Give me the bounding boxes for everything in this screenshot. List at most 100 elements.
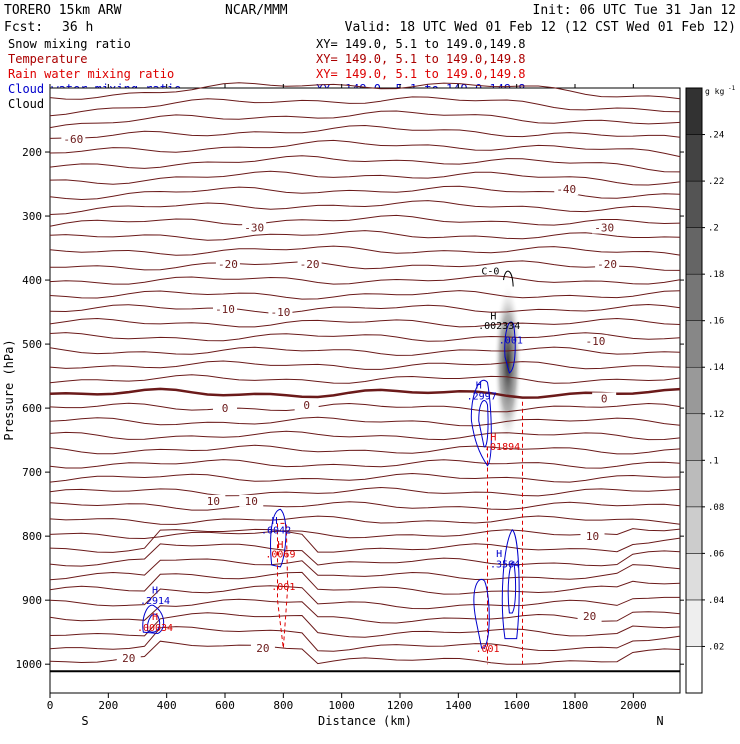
isotherm-label-bg bbox=[116, 651, 141, 664]
contour-annotation: .001 bbox=[475, 644, 499, 655]
y-tick-label: 400 bbox=[22, 274, 42, 287]
field-name: Rain water mixing ratio bbox=[8, 67, 174, 81]
isotherm bbox=[49, 585, 680, 610]
isotherm bbox=[49, 230, 681, 241]
isotherm bbox=[50, 260, 681, 271]
colorbar-segment bbox=[685, 320, 703, 368]
isotherm-label: 0 bbox=[601, 393, 608, 406]
isotherm bbox=[49, 472, 681, 483]
contour-annotation: H bbox=[272, 516, 278, 527]
isotherm-label-bg bbox=[201, 494, 226, 507]
isotherm bbox=[49, 374, 681, 384]
isotherm bbox=[49, 543, 681, 567]
x-tick-label: 1600 bbox=[503, 699, 530, 712]
cloud-water-contour bbox=[504, 321, 516, 374]
isotherm-label-bg bbox=[215, 258, 240, 271]
isotherm bbox=[49, 200, 681, 215]
cloud-water-contour bbox=[507, 561, 517, 614]
y-tick-label: 800 bbox=[22, 530, 42, 543]
isotherm bbox=[49, 360, 681, 370]
colorbar-tick-label: .22 bbox=[708, 177, 724, 187]
isotherm bbox=[49, 387, 681, 399]
isotherm-label: -20 bbox=[218, 258, 238, 271]
contour-annotation: .00034 bbox=[137, 623, 173, 634]
contour-annotation: .2914 bbox=[140, 596, 170, 607]
plot-area: -60 -40 -30 -30 -20 -20 -20 -10 -10 -10 0 0 0 10 10 10 2… bbox=[49, 82, 681, 694]
field-name: Snow mixing ratio bbox=[8, 37, 131, 51]
colorbar-tick-label: .16 bbox=[708, 317, 724, 327]
x-tick-label: 1400 bbox=[445, 699, 472, 712]
isotherm bbox=[49, 290, 681, 300]
isotherm bbox=[49, 528, 681, 540]
isotherm bbox=[49, 515, 681, 525]
init-time: Init: 06 UTC Tue 31 Jan 12 bbox=[533, 3, 737, 18]
x-tick-label: 1000 bbox=[328, 699, 355, 712]
isotherm bbox=[49, 275, 681, 285]
isotherm-label-bg bbox=[580, 530, 605, 543]
isotherm bbox=[49, 82, 681, 100]
contour-annotation: H bbox=[152, 585, 158, 596]
cloud-water-contour bbox=[142, 604, 165, 634]
isotherm-label: 20 bbox=[122, 652, 135, 665]
field-name: Temperature bbox=[8, 52, 87, 66]
isotherm-label-bg bbox=[294, 398, 319, 411]
cloud-water-contour bbox=[473, 578, 490, 649]
isotherm bbox=[49, 528, 681, 553]
isotherm-label: -10 bbox=[215, 303, 235, 316]
isotherm bbox=[49, 571, 681, 595]
isotherm-label: -10 bbox=[585, 335, 605, 348]
contour-annotation: .001 bbox=[271, 582, 295, 593]
colorbar-unit: g kg bbox=[705, 87, 724, 96]
isotherm bbox=[49, 612, 681, 638]
isotherm bbox=[49, 303, 681, 314]
cloud-water-contour bbox=[470, 379, 492, 467]
isotherm-label-bg bbox=[213, 402, 237, 415]
isotherm-label-bg bbox=[592, 392, 617, 405]
contour-annotation: .2997 bbox=[467, 391, 497, 402]
isotherm-label: 10 bbox=[586, 530, 599, 543]
x-axis: 0 200 400 600 800 1000 1200 1400 1600 1800 2000 bbox=[47, 84, 647, 712]
contour-annotation: H bbox=[277, 540, 283, 551]
model-title: TORERO 15km ARW bbox=[4, 3, 122, 18]
isotherm bbox=[49, 96, 681, 117]
colorbar-segment bbox=[685, 134, 703, 182]
contour-annotations: H.2914H.00034H.6042H.0069.001H.002334.00… bbox=[137, 266, 523, 655]
isotherm bbox=[49, 346, 681, 356]
isotherm bbox=[49, 486, 681, 497]
isotherm-label-bg bbox=[583, 334, 608, 347]
rain-water-contour bbox=[487, 401, 523, 665]
x-tick-label: 2000 bbox=[620, 699, 647, 712]
isotherm bbox=[49, 170, 681, 186]
isotherm-label-bg bbox=[595, 258, 620, 271]
isotherm-label-bg bbox=[297, 258, 322, 271]
colorbar-segment bbox=[685, 227, 703, 275]
isotherm-label: -40 bbox=[556, 183, 576, 196]
colorbar-segment bbox=[685, 553, 703, 601]
snow-contour bbox=[503, 270, 514, 287]
isotherm-label-bg bbox=[61, 133, 86, 146]
colorbar-unit-exponent: -1 bbox=[728, 85, 736, 92]
contour-annotation: .3564 bbox=[490, 560, 520, 571]
isotherm-label: 0 bbox=[222, 402, 229, 415]
colorbar-tick-label: .12 bbox=[708, 410, 724, 420]
contour-annotation: H bbox=[490, 432, 496, 443]
isotherm-label-bg bbox=[250, 642, 275, 655]
contour-annotation: .001 bbox=[499, 336, 523, 347]
temperature-contours bbox=[49, 82, 681, 665]
x-tick-label: 400 bbox=[157, 699, 177, 712]
isotherm bbox=[49, 640, 681, 665]
isotherm-label: -20 bbox=[597, 258, 617, 271]
isotherm-label-bg bbox=[213, 302, 237, 315]
isotherm bbox=[49, 598, 681, 624]
isotherm bbox=[49, 214, 681, 227]
isotherm bbox=[49, 110, 681, 129]
isotherm bbox=[49, 416, 681, 427]
cloud-water-contour bbox=[147, 613, 161, 633]
isotherm-label: 20 bbox=[256, 642, 269, 655]
y-tick-label: 900 bbox=[22, 594, 42, 607]
isotherm bbox=[49, 139, 681, 158]
colorbar-tick-label: .04 bbox=[708, 596, 724, 606]
